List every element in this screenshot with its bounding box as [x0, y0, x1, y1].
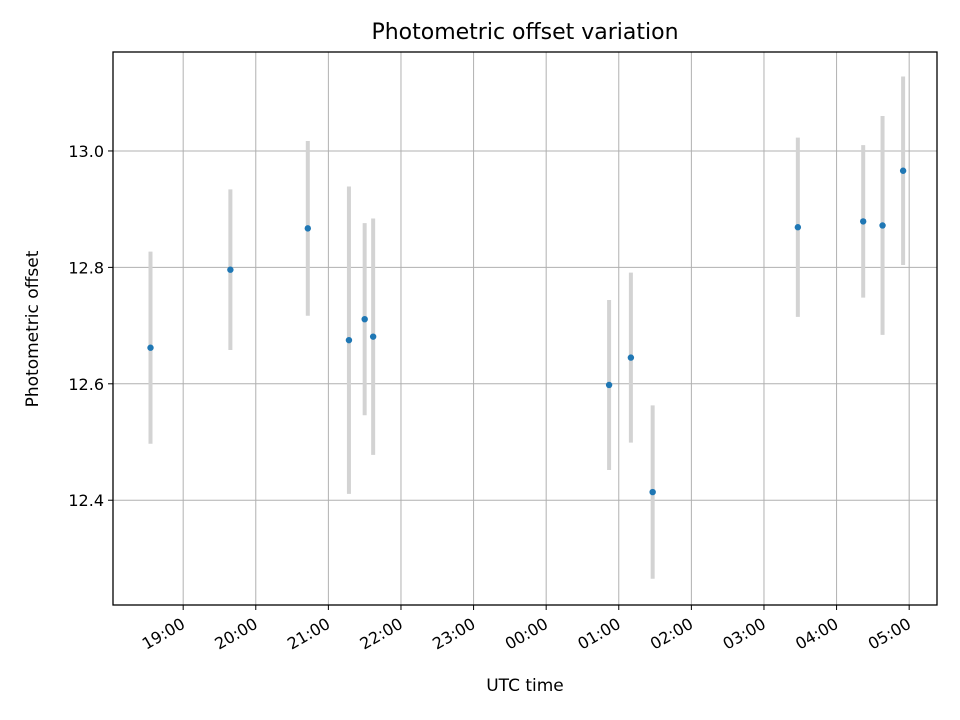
x-axis-label: UTC time: [486, 676, 564, 696]
errorbars: [148, 76, 906, 579]
data-point: [147, 344, 154, 351]
chart-title: Photometric offset variation: [371, 20, 678, 45]
x-tick-label: 20:00: [211, 614, 260, 654]
x-tick-label: 05:00: [865, 614, 914, 654]
data-point: [227, 266, 234, 273]
plot-frame: [112, 51, 938, 606]
x-tick-label: 19:00: [139, 614, 188, 654]
data-point: [627, 354, 635, 361]
x-tick-label: 23:00: [429, 614, 478, 654]
data-point: [369, 333, 377, 340]
data-point: [899, 167, 907, 174]
data-point: [304, 225, 312, 232]
x-tick-label: 21:00: [284, 614, 333, 654]
x-tick-label: 00:00: [502, 614, 551, 654]
x-tick-label: 02:00: [647, 614, 696, 654]
y-tick-label: 12.8: [68, 258, 104, 277]
data-point: [859, 218, 867, 225]
x-tick-label: 04:00: [792, 614, 841, 654]
y-tick-label: 12.4: [68, 491, 104, 510]
data-point: [879, 222, 886, 229]
grid: [113, 52, 937, 605]
x-axis-ticks: 19:00 20:00 21:00 22:00 23:00 00:00 01:00 02:00…: [139, 605, 914, 654]
y-tick-label: 13.0: [68, 142, 104, 161]
data-points: [147, 167, 907, 496]
y-axis-ticks: 12.4 12.6 12.8 13.0: [68, 142, 113, 510]
data-point: [649, 488, 656, 496]
data-point: [345, 336, 353, 344]
x-tick-label: 22:00: [357, 614, 406, 654]
y-axis-label: Photometric offset: [23, 250, 43, 407]
y-tick-label: 12.6: [68, 375, 104, 394]
data-point: [605, 381, 613, 389]
data-point: [361, 315, 368, 323]
x-tick-label: 03:00: [720, 614, 769, 654]
x-tick-label: 01:00: [574, 614, 623, 654]
data-point: [794, 224, 802, 231]
